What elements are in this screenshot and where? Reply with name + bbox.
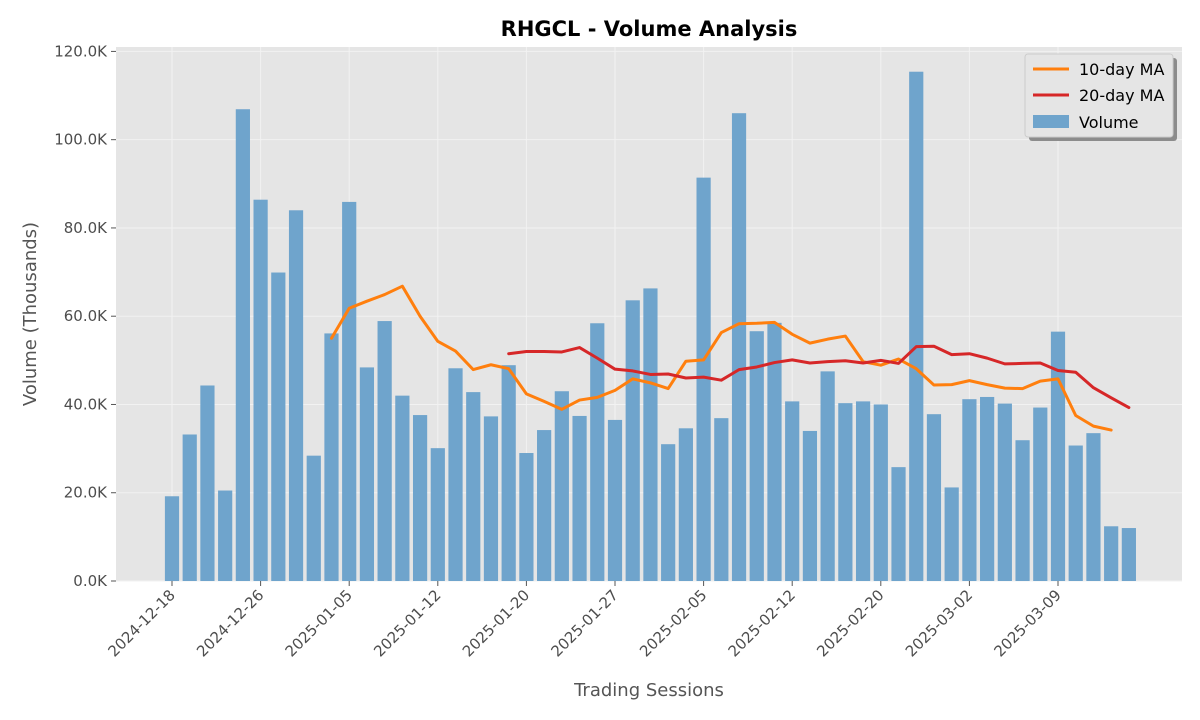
x-tick-label: 2025-02-20 <box>813 586 887 660</box>
x-tick-label: 2025-01-20 <box>459 586 533 660</box>
volume-bar <box>980 396 995 581</box>
volume-bar <box>607 419 623 581</box>
x-tick-label: 2025-03-02 <box>902 586 976 660</box>
y-tick-label: 120.0K <box>54 42 108 60</box>
volume-bar <box>909 71 924 581</box>
volume-bar <box>359 367 375 581</box>
volume-bar <box>944 487 959 581</box>
volume-bar <box>271 272 286 581</box>
y-axis-label: Volume (Thousands) <box>20 222 41 406</box>
volume-bar <box>731 113 747 581</box>
volume-bar <box>820 371 835 581</box>
volume-bar <box>288 210 304 582</box>
volume-bar <box>926 414 942 581</box>
moving-average-lines <box>329 284 1131 432</box>
volume-bar <box>625 300 640 581</box>
volume-bar <box>802 430 818 581</box>
volume-bar <box>696 177 711 581</box>
volume-bar <box>466 392 481 581</box>
ma20-line <box>507 344 1131 410</box>
volume-bar <box>855 401 871 581</box>
chart-legend: 10-day MA 20-day MA Volume <box>1024 53 1177 141</box>
volume-bar <box>1068 445 1083 581</box>
volume-bar <box>342 201 357 582</box>
x-tick-label: 2025-03-09 <box>990 586 1064 660</box>
volume-bar <box>1121 528 1136 581</box>
legend-label-ma10: 10-day MA <box>1079 60 1164 79</box>
volume-bar <box>501 365 516 581</box>
volume-bar <box>218 490 233 581</box>
ma10-line <box>329 284 1113 432</box>
volume-bar <box>395 395 410 581</box>
volume-bar <box>1033 407 1048 581</box>
volume-bar <box>643 288 658 581</box>
volume-bar <box>537 430 552 581</box>
volume-bar <box>997 403 1012 581</box>
volume-bar <box>430 448 445 581</box>
volume-bar <box>572 415 587 581</box>
legend-label-ma20: 20-day MA <box>1079 86 1164 105</box>
volume-bar <box>554 391 569 581</box>
volume-bar <box>164 496 180 581</box>
volume-bar <box>1015 440 1030 581</box>
volume-bar <box>182 434 197 581</box>
volume-bar <box>1104 526 1119 581</box>
volume-bar <box>324 333 339 581</box>
volume-bar <box>590 323 605 581</box>
x-tick-label: 2025-01-05 <box>282 586 356 660</box>
volume-bar <box>785 401 800 581</box>
volume-bar <box>749 331 764 581</box>
y-axis: 0.0K 20.0K 40.0K 60.0K 80.0K 100.0K 120.0K <box>54 42 116 590</box>
y-tick-label: 100.0K <box>54 131 108 149</box>
y-tick-label: 0.0K <box>73 572 108 590</box>
volume-bar <box>962 399 977 581</box>
volume-bar <box>448 368 463 581</box>
y-tick-label: 40.0K <box>64 395 108 413</box>
volume-bar <box>253 199 268 582</box>
x-axis-label: Trading Sessions <box>573 680 724 701</box>
volume-bar <box>873 404 888 581</box>
x-axis: 2024-12-18 2024-12-26 2025-01-05 2025-01-12… <box>104 581 1065 660</box>
volume-bar <box>661 444 676 581</box>
x-tick-label: 2025-01-27 <box>547 586 621 660</box>
volume-bar <box>306 455 321 581</box>
volume-bar <box>235 109 250 582</box>
chart-title: RHGCL - Volume Analysis <box>501 17 798 41</box>
volume-bar <box>377 321 392 581</box>
volume-bar <box>838 403 853 581</box>
x-tick-label: 2025-02-05 <box>636 586 710 660</box>
volume-bar <box>767 322 782 581</box>
volume-bar <box>1086 433 1101 581</box>
legend-label-volume: Volume <box>1079 113 1139 132</box>
volume-bar <box>1050 331 1066 581</box>
x-tick-label: 2025-01-12 <box>370 586 444 660</box>
volume-bar <box>714 418 729 581</box>
volume-bar <box>519 453 534 581</box>
x-tick-label: 2024-12-18 <box>104 586 178 660</box>
legend-swatch-volume <box>1033 115 1069 128</box>
volume-bar <box>891 467 906 581</box>
x-tick-label: 2025-02-12 <box>725 586 799 660</box>
volume-bar <box>412 415 428 581</box>
volume-bar <box>200 385 215 581</box>
y-tick-label: 20.0K <box>64 484 108 502</box>
y-tick-label: 60.0K <box>64 307 108 325</box>
x-tick-label: 2024-12-26 <box>193 586 267 660</box>
y-tick-label: 80.0K <box>64 219 108 237</box>
volume-bar <box>678 428 693 581</box>
volume-bar <box>483 416 499 581</box>
volume-bars <box>164 71 1136 582</box>
